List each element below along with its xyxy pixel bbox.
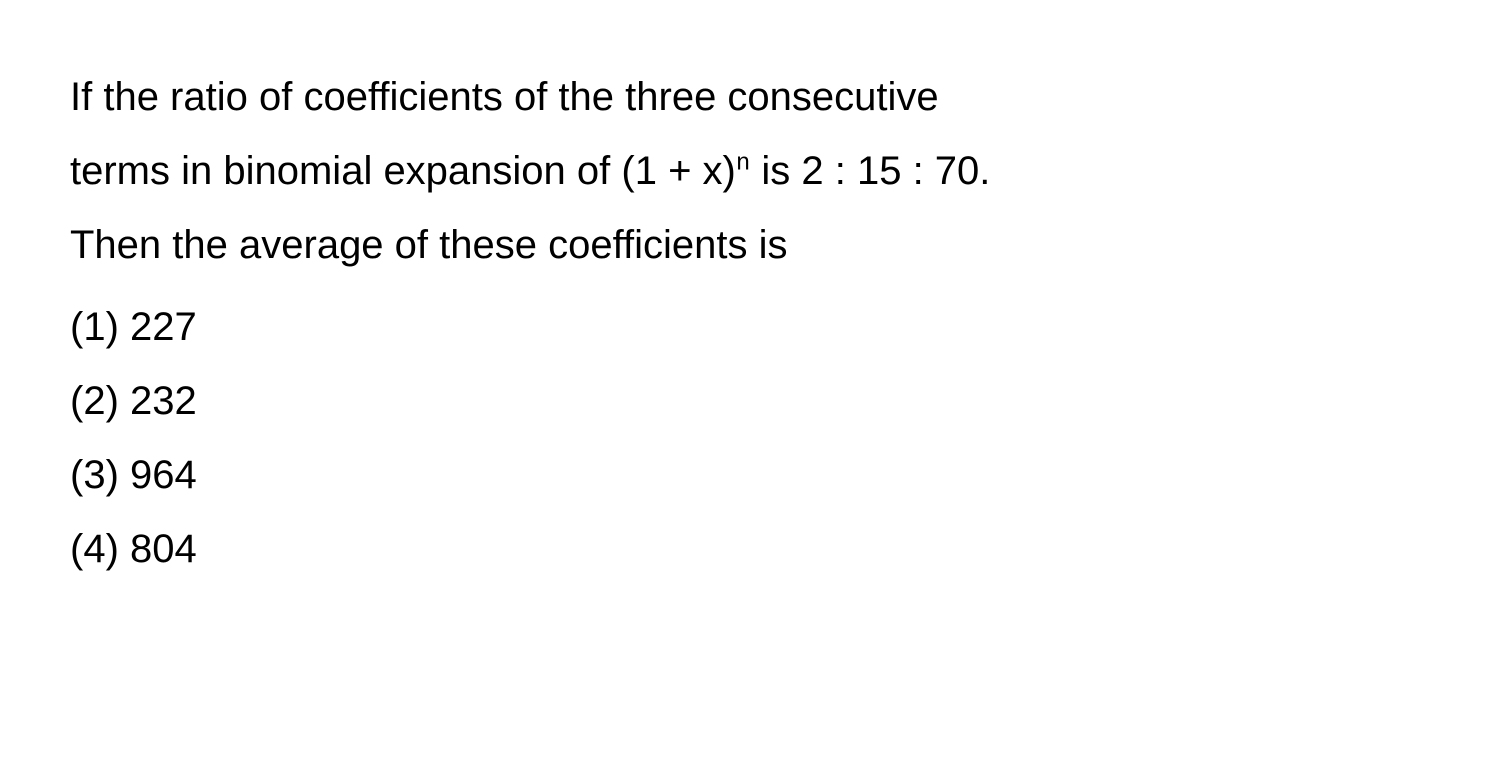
- question-text: If the ratio of coefficients of the thre…: [70, 60, 1430, 282]
- option-value: 804: [130, 527, 197, 571]
- exponent-n: n: [736, 151, 750, 178]
- option-label: (3): [70, 453, 119, 497]
- question-line-2-post: is 2 : 15 : 70.: [750, 149, 990, 193]
- option-4: (4) 804: [70, 512, 1430, 586]
- question-line-1: If the ratio of coefficients of the thre…: [70, 75, 939, 119]
- question-line-2-pre: terms in binomial expansion of (1 + x): [70, 149, 736, 193]
- option-1: (1) 227: [70, 290, 1430, 364]
- option-label: (4): [70, 527, 119, 571]
- option-label: (2): [70, 379, 119, 423]
- option-value: 232: [130, 379, 197, 423]
- options-container: (1) 227 (2) 232 (3) 964 (4) 804: [70, 290, 1430, 586]
- question-line-3: Then the average of these coefficients i…: [70, 223, 787, 267]
- option-label: (1): [70, 305, 119, 349]
- option-3: (3) 964: [70, 438, 1430, 512]
- option-2: (2) 232: [70, 364, 1430, 438]
- option-value: 964: [130, 453, 197, 497]
- option-value: 227: [130, 305, 197, 349]
